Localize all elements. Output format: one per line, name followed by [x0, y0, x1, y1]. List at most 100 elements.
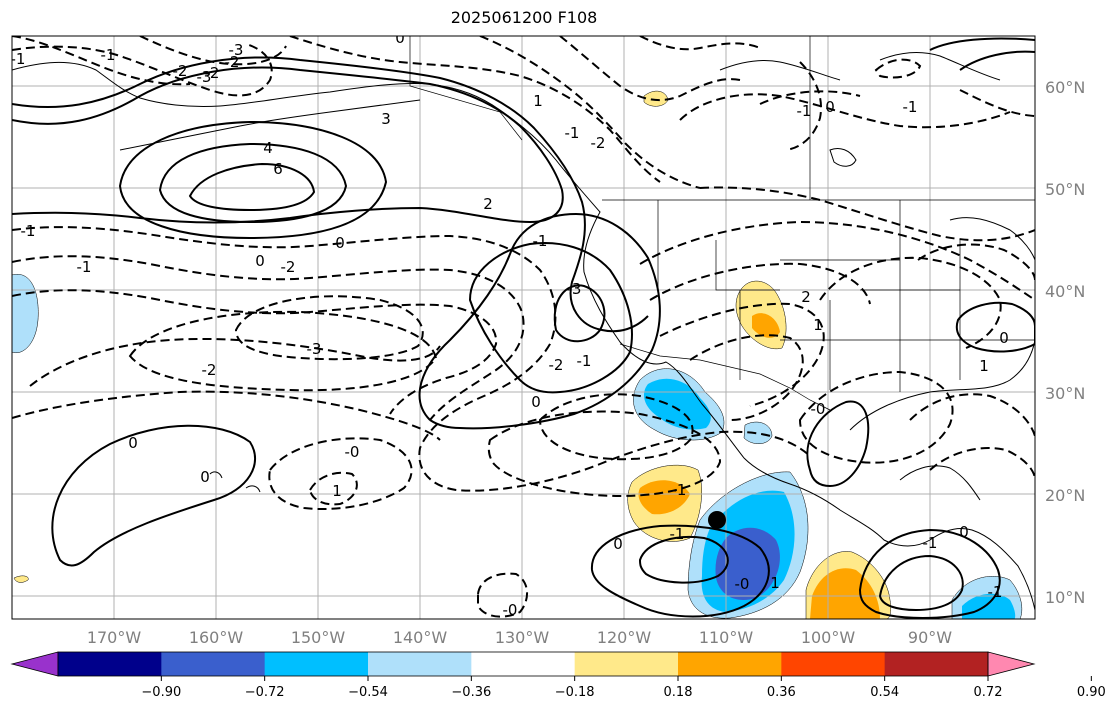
lat-labels: 60°N 50°N 40°N 30°N 20°N 10°N	[1045, 78, 1085, 607]
contour-solid	[468, 242, 633, 394]
contour-label: -1	[988, 583, 1003, 601]
contour-label: -1	[923, 534, 938, 552]
contour-label: -2	[549, 356, 564, 374]
colorbar-segment	[58, 652, 162, 676]
contour-solid	[118, 120, 388, 240]
contour-label: -1	[797, 102, 812, 120]
lon-label: 120°W	[597, 628, 652, 647]
contour-dashed	[909, 393, 1035, 437]
colorbar-extend-high	[987, 651, 1036, 677]
contour-label: 0	[255, 252, 265, 270]
contour-dashed	[487, 410, 722, 498]
contour-dashed	[917, 243, 1035, 281]
contour-label: 0	[531, 393, 541, 411]
lon-labels: 170°W 160°W 150°W 140°W 130°W 120°W 110°…	[87, 628, 952, 647]
contour-label: 0	[999, 329, 1009, 347]
lat-label: 40°N	[1045, 282, 1085, 301]
contour-dashed	[659, 302, 825, 407]
contour-dashed	[798, 370, 954, 464]
contour-label: 0	[613, 535, 623, 553]
colorbar-tick-label: 0.90	[1077, 685, 1105, 700]
colorbar-tick-label: −0.90	[141, 685, 181, 700]
colorbar-tick-label: 0.36	[767, 685, 796, 700]
colorbar-frame	[57, 651, 989, 677]
colorbar: −0.90 −0.72 −0.54 −0.36 −0.18 0.18 0.36 0.54 0.7…	[10, 651, 1105, 700]
contour-label: 0	[335, 234, 345, 252]
lon-label: 160°W	[189, 628, 244, 647]
contour-label: -2	[281, 258, 296, 276]
contour-dashed	[128, 310, 438, 392]
contour-label: -1	[903, 98, 918, 116]
contour-solid	[929, 37, 1035, 51]
contour-dashed	[819, 256, 1002, 349]
coastlines	[12, 52, 1035, 611]
contour-label: 4	[263, 139, 273, 157]
contour-label: -3	[567, 280, 582, 298]
lon-label: 90°W	[908, 628, 952, 647]
colorbar-segment	[574, 652, 679, 676]
contour-dashed	[559, 36, 741, 102]
colorbar-tick-label: 0.18	[664, 685, 693, 700]
contour-label: -1	[577, 352, 592, 370]
contour-solid	[878, 554, 964, 612]
colorbar-tick-label: −0.18	[555, 685, 595, 700]
colorbar-segment	[781, 652, 886, 676]
contour-label: -1	[533, 232, 548, 250]
contour-solid	[553, 284, 606, 343]
contour-dashed	[699, 186, 1035, 242]
contour-label: -0	[503, 601, 518, 619]
lon-label: 100°W	[801, 628, 856, 647]
contour-label: -0	[345, 443, 360, 461]
contour-dashed	[477, 572, 528, 618]
contour-dashed	[234, 295, 424, 361]
contour-label: -1	[101, 46, 116, 64]
contour-label: 2	[801, 288, 811, 306]
contour-solid	[959, 50, 1035, 71]
contour-label: -1	[11, 50, 26, 68]
colorbar-tick-label: 0.72	[974, 685, 1003, 700]
contour-dashed	[785, 61, 822, 151]
contour-dashed	[639, 36, 761, 51]
contour-label: 3	[381, 110, 391, 128]
lon-label: 150°W	[291, 628, 346, 647]
contour-label: 6	[273, 160, 283, 178]
contour-label: -1	[77, 258, 92, 276]
contour-label: -1	[670, 525, 685, 543]
contour-dashed	[959, 89, 1035, 117]
contour-label: -3	[197, 68, 212, 86]
contour-dashed	[929, 447, 1035, 481]
contour-dashed	[639, 220, 1035, 301]
contour-dashed	[759, 90, 861, 105]
contour-label: 1	[979, 357, 989, 375]
contour-label: -1	[565, 124, 580, 142]
lon-label: 130°W	[495, 628, 550, 647]
colorbar-extend-low	[10, 651, 59, 677]
lon-label: 170°W	[87, 628, 142, 647]
contours-dashed	[12, 36, 1035, 618]
contour-dashed	[538, 393, 694, 461]
contour-label: -2	[173, 62, 188, 80]
colorbar-segment	[471, 652, 576, 676]
contour-label: 0	[200, 468, 210, 486]
contour-dashed	[29, 337, 441, 387]
contour-label: -2	[591, 134, 606, 152]
colorbar-segment	[161, 652, 266, 676]
contour-label: -2	[225, 53, 240, 71]
lat-label: 50°N	[1045, 180, 1085, 199]
contour-dashed	[479, 36, 701, 189]
contour-dashed	[12, 226, 811, 492]
contour-label: 0	[959, 523, 969, 541]
contour-label: 2	[483, 195, 493, 213]
contour-dashed	[12, 289, 498, 415]
contour-label: -1	[21, 222, 36, 240]
contour-dashed	[679, 93, 1011, 129]
contour-solid	[51, 424, 256, 567]
contour-dashed	[139, 36, 287, 66]
colorbar-segment	[368, 652, 472, 676]
contour-label: 0	[395, 29, 405, 47]
map-frame	[11, 35, 1036, 620]
lon-label: 110°W	[699, 628, 754, 647]
contour-solid	[418, 212, 661, 430]
